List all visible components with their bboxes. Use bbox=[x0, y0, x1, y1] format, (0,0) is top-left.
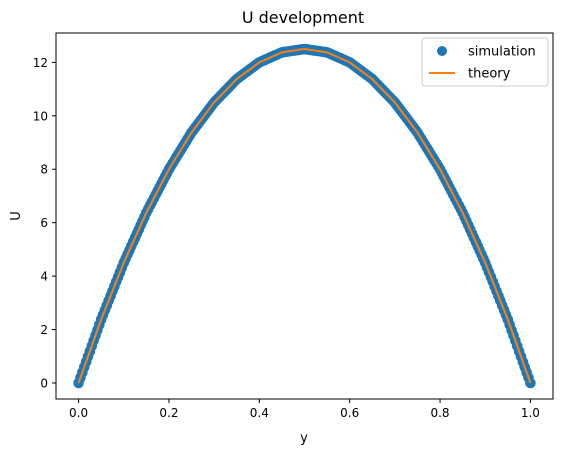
legend-label-theory: theory bbox=[468, 67, 511, 82]
x-tick-label: 0.4 bbox=[250, 406, 269, 420]
chart-title: U development bbox=[242, 8, 364, 27]
x-tick-label: 0.0 bbox=[69, 406, 88, 420]
y-tick-label: 2 bbox=[40, 323, 48, 337]
y-tick-label: 4 bbox=[40, 270, 48, 284]
y-tick-label: 0 bbox=[40, 376, 48, 390]
simulation-point bbox=[525, 377, 536, 389]
x-tick-label: 0.6 bbox=[340, 406, 359, 420]
y-tick-label: 10 bbox=[33, 109, 48, 123]
legend-marker-simulation bbox=[437, 46, 447, 56]
y-axis-label: U bbox=[9, 211, 24, 221]
x-tick-label: 0.8 bbox=[430, 406, 449, 420]
plot-frame bbox=[55, 32, 554, 400]
x-tick-label: 1.0 bbox=[521, 406, 540, 420]
x-axis-label: y bbox=[300, 431, 308, 446]
theory-line bbox=[77, 48, 532, 384]
y-tick-label: 12 bbox=[33, 56, 48, 70]
x-tick-label: 0.2 bbox=[159, 406, 178, 420]
x-axis: 0.0 0.2 0.4 0.6 0.8 1.0 bbox=[69, 399, 540, 420]
legend: simulation theory bbox=[421, 37, 549, 87]
plot-data bbox=[73, 43, 536, 389]
y-tick-label: 6 bbox=[40, 216, 48, 230]
legend-label-simulation: simulation bbox=[468, 45, 536, 60]
y-axis: 0 2 4 6 8 10 12 bbox=[33, 56, 56, 390]
y-tick-label: 8 bbox=[40, 163, 48, 177]
